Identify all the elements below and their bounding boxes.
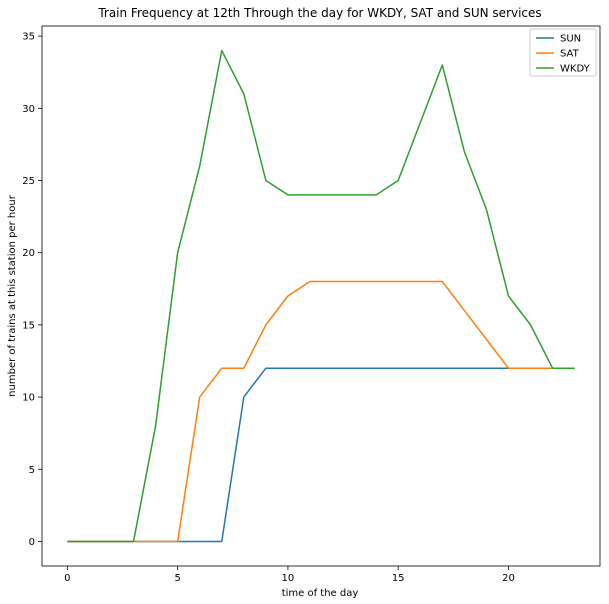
series-lines — [67, 49, 575, 543]
plot-frame — [41, 25, 601, 567]
series-line-sat — [67, 280, 575, 543]
legend-label-sun: SUN — [560, 34, 581, 45]
y-tick-label: 15 — [22, 320, 35, 331]
y-tick-label: 25 — [22, 176, 35, 187]
plot-area — [41, 25, 601, 567]
y-tick-label: 5 — [29, 465, 35, 476]
y-tick-label: 30 — [22, 104, 35, 115]
x-tick-label: 5 — [174, 573, 180, 584]
y-axis-label: number of trains at this station per hou… — [7, 194, 18, 397]
series-line-sun — [67, 367, 575, 543]
x-tick-label: 20 — [502, 573, 515, 584]
legend-box — [529, 28, 597, 77]
y-axis: 0 5 10 15 20 25 30 35 — [22, 32, 42, 548]
chart-title: Train Frequency at 12th Through the day … — [97, 6, 541, 20]
x-tick-label: 0 — [64, 573, 70, 584]
y-tick-label: 0 — [29, 537, 35, 548]
series-line-wkdy — [67, 49, 575, 543]
y-tick-label: 10 — [22, 393, 35, 404]
legend-label-wkdy: WKDY — [560, 64, 591, 75]
y-tick-label: 35 — [22, 32, 35, 43]
x-axis-label: time of the day — [282, 588, 359, 599]
legend: SUN SAT WKDY — [529, 28, 597, 77]
x-axis: 0 5 10 15 20 — [64, 566, 515, 584]
y-tick-label: 20 — [22, 248, 35, 259]
legend-label-sat: SAT — [560, 49, 580, 60]
x-tick-label: 10 — [282, 573, 295, 584]
x-tick-label: 15 — [392, 573, 405, 584]
